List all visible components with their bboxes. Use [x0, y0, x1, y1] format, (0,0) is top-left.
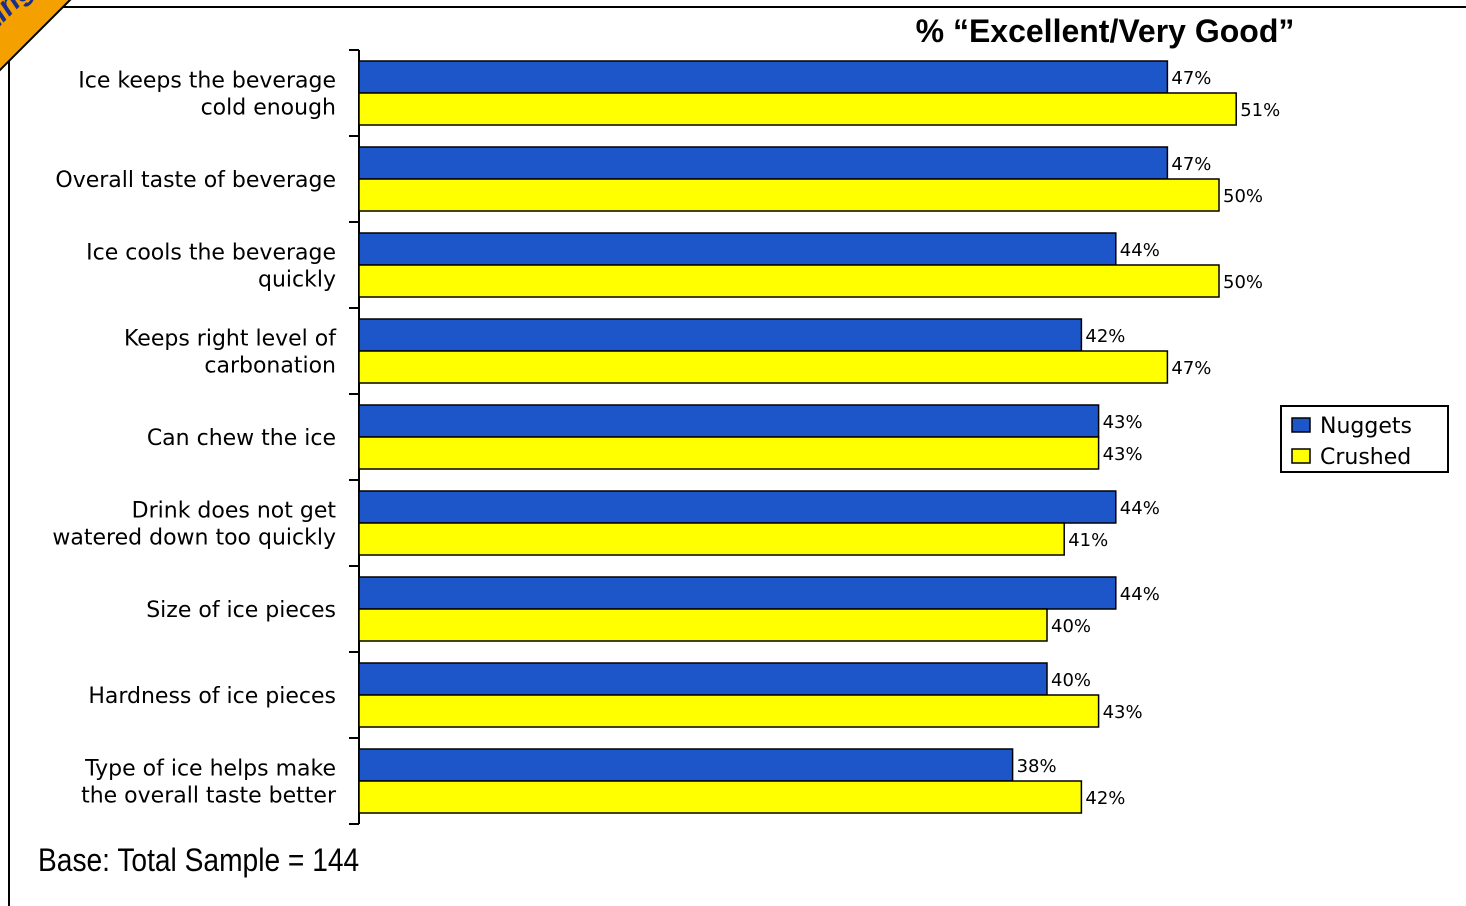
bar-crushed-7: [358, 694, 1100, 728]
value-label-crushed-6: 40%: [1051, 616, 1091, 637]
value-label-crushed-0: 51%: [1240, 100, 1280, 121]
category-label-1-line-0: Overall taste of beverage: [55, 168, 336, 193]
chart-frame: [8, 6, 1466, 906]
bar-nuggets-1: [358, 146, 1169, 180]
category-label-4-line-0: Can chew the ice: [147, 426, 336, 451]
legend-label-nuggets: Nuggets: [1320, 414, 1412, 439]
value-label-nuggets-6: 44%: [1120, 584, 1160, 605]
value-label-nuggets-1: 47%: [1171, 154, 1211, 175]
category-label-2-line-1: quickly: [258, 268, 336, 293]
category-label-5-line-0: Drink does not get: [132, 499, 337, 524]
value-label-nuggets-8: 38%: [1017, 756, 1057, 777]
bar-nuggets-8: [358, 748, 1014, 782]
legend-box: [1280, 405, 1449, 473]
category-label-3-line-1: carbonation: [204, 354, 336, 379]
value-label-nuggets-2: 44%: [1120, 240, 1160, 261]
value-label-nuggets-4: 43%: [1103, 412, 1143, 433]
value-label-crushed-4: 43%: [1103, 444, 1143, 465]
category-label-0-line-0: Ice keeps the beverage: [78, 69, 336, 94]
bar-crushed-1: [358, 178, 1220, 212]
category-label-3-line-0: Keeps right level of: [124, 327, 337, 352]
bar-nuggets-2: [358, 232, 1117, 266]
value-label-crushed-5: 41%: [1068, 530, 1108, 551]
bars-group: 47% 51% 47% 50% 44% 50% 42% 47% 43% 43% 44% 41% 44% 4…: [358, 60, 1280, 814]
base-note: Base: Total Sample = 144: [38, 842, 360, 878]
category-label-7-line-0: Hardness of ice pieces: [88, 684, 336, 709]
y-axis: [349, 49, 360, 825]
legend-swatch-crushed: [1291, 448, 1311, 464]
value-label-crushed-2: 50%: [1223, 272, 1263, 293]
category-label-2-line-0: Ice cools the beverage: [86, 241, 336, 266]
value-label-crushed-3: 47%: [1171, 358, 1211, 379]
bar-nuggets-6: [358, 576, 1117, 610]
bar-crushed-6: [358, 608, 1048, 642]
value-label-nuggets-0: 47%: [1171, 68, 1211, 89]
category-label-6-line-0: Size of ice pieces: [146, 598, 336, 623]
category-label-0-line-1: cold enough: [201, 96, 336, 121]
bar-chart: % “Excellent/Very Good” 47% 51% 47% 50% 44% 5…: [52, 13, 1449, 825]
category-label-8-line-1: the overall taste better: [81, 784, 337, 809]
bar-crushed-8: [358, 780, 1083, 814]
value-label-nuggets-7: 40%: [1051, 670, 1091, 691]
bar-crushed-2: [358, 264, 1220, 298]
chart-title: % “Excellent/Very Good”: [916, 13, 1295, 49]
category-label-5-line-1: watered down too quickly: [52, 526, 336, 551]
legend: Nuggets Crushed: [1280, 405, 1449, 473]
legend-label-crushed: Crushed: [1320, 445, 1411, 470]
value-label-crushed-7: 43%: [1103, 702, 1143, 723]
bar-nuggets-5: [358, 490, 1117, 524]
category-label-8-line-0: Type of ice helps make: [84, 757, 336, 782]
bar-nuggets-7: [358, 662, 1048, 696]
value-label-crushed-8: 42%: [1085, 788, 1125, 809]
bar-crushed-5: [358, 522, 1065, 556]
legend-swatch-nuggets: [1291, 417, 1311, 433]
bar-crushed-0: [358, 92, 1237, 126]
bar-nuggets-0: [358, 60, 1169, 94]
value-label-crushed-1: 50%: [1223, 186, 1263, 207]
bar-nuggets-3: [358, 318, 1083, 352]
bar-crushed-3: [358, 350, 1169, 384]
value-label-nuggets-5: 44%: [1120, 498, 1160, 519]
bar-crushed-4: [358, 436, 1100, 470]
bar-nuggets-4: [358, 404, 1100, 438]
value-label-nuggets-3: 42%: [1085, 326, 1125, 347]
